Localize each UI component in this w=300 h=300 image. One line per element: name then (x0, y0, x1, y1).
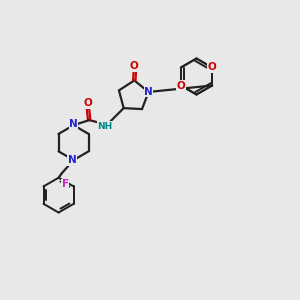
Text: O: O (130, 61, 139, 71)
Text: F: F (62, 179, 69, 189)
Text: N: N (69, 119, 78, 129)
Text: O: O (176, 80, 185, 91)
Text: N: N (144, 87, 153, 97)
Text: NH: NH (97, 122, 112, 130)
Text: N: N (68, 155, 76, 165)
Text: O: O (83, 98, 92, 108)
Text: O: O (208, 62, 217, 73)
